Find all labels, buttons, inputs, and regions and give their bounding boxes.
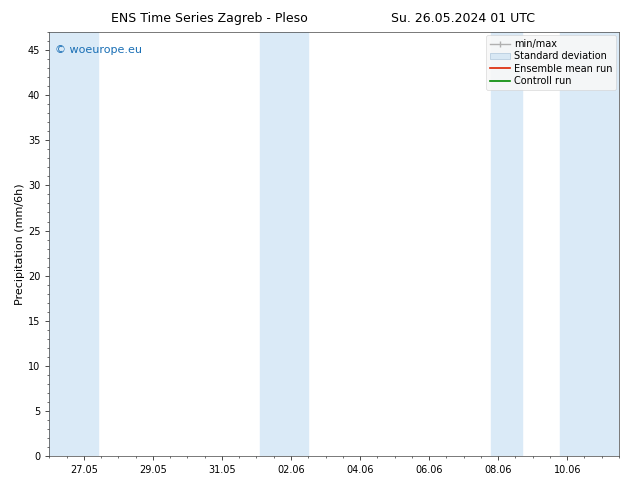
Text: ENS Time Series Zagreb - Pleso: ENS Time Series Zagreb - Pleso [111, 12, 307, 25]
Text: © woeurope.eu: © woeurope.eu [55, 45, 142, 55]
Bar [560, 32, 619, 456]
Bar [49, 32, 98, 456]
Text: Su. 26.05.2024 01 UTC: Su. 26.05.2024 01 UTC [391, 12, 535, 25]
Y-axis label: Precipitation (mm/6h): Precipitation (mm/6h) [15, 183, 25, 305]
Bar [491, 32, 522, 456]
Bar [260, 32, 308, 456]
Legend: min/max, Standard deviation, Ensemble mean run, Controll run: min/max, Standard deviation, Ensemble me… [486, 35, 616, 90]
